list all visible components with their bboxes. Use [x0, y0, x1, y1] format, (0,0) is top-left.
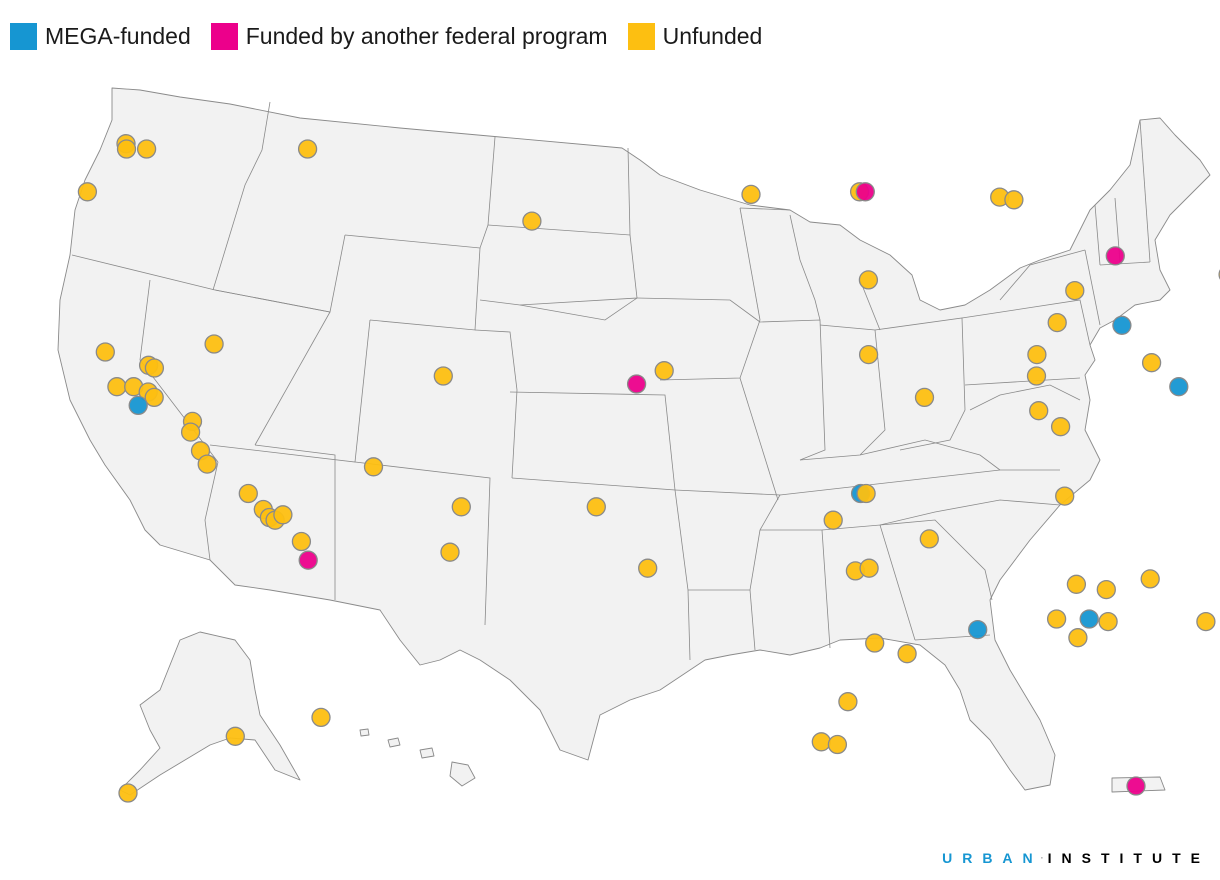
map-marker-unfunded	[1096, 579, 1116, 600]
map-marker-unfunded	[914, 387, 935, 408]
map-marker-unfunded	[297, 139, 318, 159]
state-borders	[71, 101, 1151, 661]
map-marker-unfunded	[1055, 486, 1075, 506]
facility-markers	[77, 134, 1220, 803]
map-marker-unfunded	[225, 726, 245, 746]
hawaii-oahu	[387, 737, 401, 748]
map-marker-unfunded	[136, 139, 157, 159]
legend-swatch-other	[210, 23, 238, 50]
legend-swatch-unfunded	[627, 23, 655, 50]
map-marker-other	[298, 550, 318, 570]
hawaii-maui	[419, 747, 435, 759]
map-marker-unfunded	[1196, 611, 1216, 632]
map-marker-unfunded	[291, 531, 312, 552]
map-marker-unfunded	[95, 342, 115, 362]
map-marker-other	[626, 374, 647, 394]
logo-institute-text: INSTITUTE	[1047, 850, 1210, 866]
map-marker-mega	[1112, 315, 1132, 335]
legend-label-unfunded: Unfunded	[662, 23, 763, 49]
map-marker-unfunded	[1140, 569, 1160, 589]
legend-swatch-mega	[10, 23, 37, 50]
map-marker-unfunded	[238, 483, 258, 504]
map-marker-unfunded	[811, 732, 831, 752]
map-marker-unfunded	[522, 211, 542, 231]
map-marker-unfunded	[856, 483, 876, 504]
map-marker-unfunded	[77, 182, 98, 202]
map-marker-unfunded	[638, 558, 658, 578]
map-marker-unfunded	[1046, 609, 1067, 629]
map-marker-other	[1126, 776, 1146, 796]
map-marker-unfunded	[1098, 611, 1118, 632]
map-marker-unfunded	[118, 783, 138, 803]
map-marker-unfunded	[144, 387, 164, 408]
map-marker-unfunded	[433, 366, 453, 386]
map-marker-unfunded	[1050, 417, 1071, 437]
map-marker-unfunded	[311, 707, 331, 728]
map-marker-unfunded	[197, 454, 217, 474]
us-landmass	[57, 87, 1211, 796]
map-marker-unfunded	[919, 529, 939, 549]
map-marker-unfunded	[204, 334, 224, 354]
legend-label-other: Funded by another federal program	[245, 23, 608, 49]
legend-item-mega-funded: MEGA-funded	[10, 23, 191, 50]
map-marker-unfunded	[1068, 628, 1088, 648]
map-marker-unfunded	[1029, 401, 1049, 421]
map-marker-unfunded	[363, 457, 384, 477]
logo-separator: ·	[1040, 853, 1044, 863]
map-marker-unfunded	[865, 633, 885, 653]
urban-institute-logo: URBAN · INSTITUTE	[942, 850, 1210, 866]
logo-urban-text: URBAN	[942, 850, 1043, 866]
map-marker-unfunded	[1004, 190, 1024, 210]
legend: MEGA-funded Funded by another federal pr…	[10, 23, 782, 50]
map-marker-unfunded	[897, 644, 917, 664]
map-marker-unfunded	[116, 139, 137, 159]
map-marker-unfunded	[1141, 353, 1162, 373]
map-marker-unfunded	[858, 270, 879, 290]
map-marker-unfunded	[838, 692, 858, 712]
map-marker-unfunded	[180, 422, 201, 442]
map-marker-unfunded	[823, 510, 843, 530]
map-marker-unfunded	[440, 542, 460, 562]
map-marker-unfunded	[1026, 366, 1047, 386]
map-marker-unfunded	[273, 505, 293, 525]
map-marker-mega	[1169, 377, 1189, 397]
map-marker-unfunded	[1047, 312, 1067, 333]
map-marker-unfunded	[827, 734, 848, 755]
map-marker-mega	[128, 395, 148, 416]
map-marker-unfunded	[858, 344, 879, 365]
legend-label-mega: MEGA-funded	[45, 23, 191, 49]
legend-item-other-federal: Funded by another federal program	[210, 23, 608, 50]
map-marker-other	[1105, 246, 1125, 266]
map-marker-other	[855, 182, 875, 202]
hawaii-big-island	[449, 761, 476, 787]
map-marker-mega	[968, 619, 988, 640]
map-marker-mega	[1079, 609, 1099, 629]
map-marker-unfunded	[741, 184, 761, 205]
map-marker-unfunded	[1065, 280, 1085, 301]
hawaii-kauai	[359, 728, 370, 737]
map-marker-unfunded	[859, 558, 879, 578]
map-marker-unfunded	[451, 497, 471, 517]
map-marker-unfunded	[1027, 344, 1047, 365]
map-marker-unfunded	[144, 358, 165, 378]
map-marker-unfunded	[1066, 574, 1087, 594]
map-marker-unfunded	[107, 377, 127, 397]
contiguous-us-outline	[57, 87, 1211, 791]
legend-item-unfunded: Unfunded	[627, 23, 763, 50]
alaska-outline	[119, 631, 301, 796]
map-marker-unfunded	[586, 497, 606, 517]
map-marker-unfunded	[654, 361, 674, 381]
